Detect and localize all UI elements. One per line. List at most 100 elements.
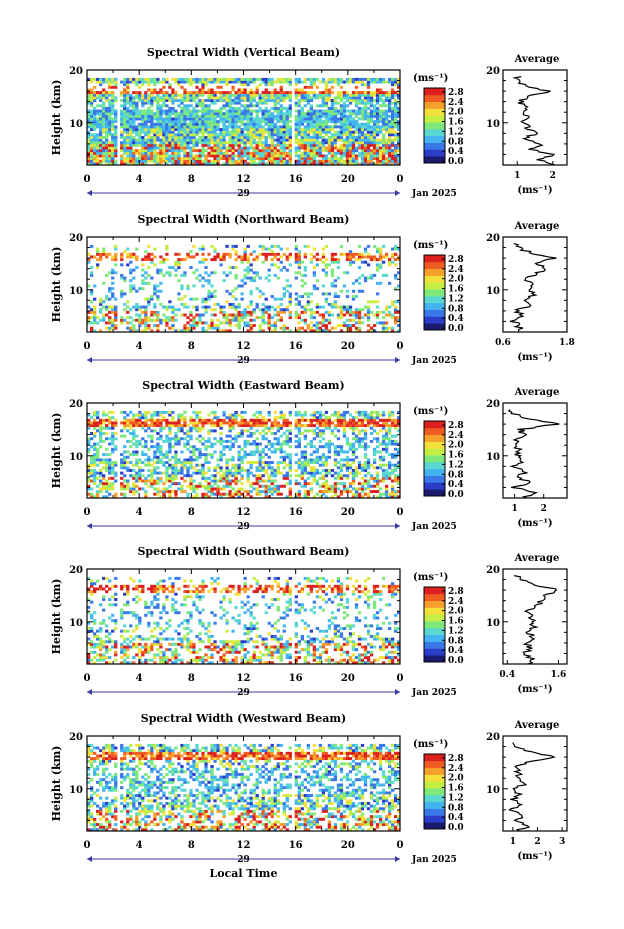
heatmap-cell <box>285 122 289 126</box>
heatmap-cell <box>339 91 344 95</box>
heatmap-cell <box>330 255 335 259</box>
heatmap-cell <box>186 442 190 446</box>
heatmap-cell <box>162 490 166 494</box>
heatmap-cell <box>198 141 202 145</box>
heatmap-cell <box>165 157 169 161</box>
heatmap-cell <box>222 453 226 457</box>
heatmap-cell <box>111 324 115 328</box>
heatmap-cell <box>135 141 139 145</box>
heatmap-cell <box>366 255 371 259</box>
heatmap-cell <box>195 424 199 428</box>
heatmap-cell <box>174 468 178 472</box>
heatmap-cell <box>99 461 103 464</box>
heatmap-cell <box>219 93 223 97</box>
heatmap-cell <box>204 83 208 87</box>
heatmap-cell <box>90 133 94 137</box>
heatmap-cell <box>165 77 169 81</box>
heatmap-cell <box>195 463 199 467</box>
heatmap-cell <box>108 122 112 126</box>
heatmap-cell <box>234 421 238 425</box>
heatmap-cell <box>192 321 196 325</box>
heatmap-cell <box>114 447 118 451</box>
heatmap-cell <box>93 93 97 97</box>
heatmap-cell <box>225 96 229 100</box>
heatmap-cell <box>93 421 97 425</box>
heatmap-cell <box>297 141 301 145</box>
heatmap-cell <box>87 151 91 155</box>
heatmap-cell <box>300 93 304 97</box>
heatmap-cell <box>165 138 169 142</box>
heatmap-cell <box>267 96 271 100</box>
heatmap-cell <box>147 157 151 161</box>
heatmap-cell <box>279 112 283 116</box>
heatmap-cell <box>306 244 311 248</box>
heatmap-cell <box>165 424 169 428</box>
heatmap-cell <box>132 151 136 155</box>
heatmap-cell <box>114 96 118 100</box>
heatmap-cell <box>102 421 106 425</box>
heatmap-cell <box>99 308 103 312</box>
heatmap-cell <box>180 162 184 166</box>
heatmap-cell <box>351 138 356 142</box>
heatmap-cell <box>171 128 175 131</box>
heatmap-cell <box>201 474 205 478</box>
heatmap-cell <box>375 305 380 309</box>
heatmap-cell <box>108 453 112 457</box>
heatmap-cell <box>282 99 286 102</box>
heatmap-cell <box>126 157 130 161</box>
heatmap-cell <box>360 138 365 142</box>
heatmap-cell <box>108 143 112 147</box>
heatmap-cell <box>96 471 100 475</box>
heatmap-cell <box>351 151 356 155</box>
heatmap-cell <box>123 479 127 483</box>
heatmap-cell <box>132 135 136 139</box>
heatmap-cell <box>264 106 268 110</box>
heatmap-cell <box>300 146 304 150</box>
heatmap-cell <box>162 410 166 414</box>
heatmap-cell <box>330 117 335 121</box>
heatmap-cell <box>324 157 329 161</box>
heatmap-cell <box>249 313 253 317</box>
heatmap-cell <box>339 133 344 137</box>
heatmap-cell <box>303 104 307 108</box>
heatmap-cell <box>168 93 172 97</box>
heatmap-cell <box>393 149 398 153</box>
heatmap-cell <box>360 101 365 105</box>
heatmap-cell <box>93 284 97 288</box>
heatmap-cell <box>207 439 211 443</box>
heatmap-cell <box>237 318 241 322</box>
heatmap-cell <box>93 461 97 464</box>
profile-title: Average <box>514 221 560 232</box>
heatmap-cell <box>366 112 371 116</box>
profile-title: Average <box>514 54 560 65</box>
heatmap-cell <box>93 310 97 314</box>
heatmap-cell <box>222 80 226 84</box>
heatmap-cell <box>129 490 133 494</box>
heatmap-cell <box>180 125 184 129</box>
heatmap-cell <box>183 445 187 449</box>
heatmap-cell <box>354 93 359 97</box>
heatmap-cell <box>150 159 154 163</box>
heatmap-cell <box>243 162 247 166</box>
heatmap-cell <box>390 260 395 264</box>
heatmap-cell <box>324 109 329 113</box>
heatmap-cell <box>159 96 163 100</box>
heatmap-cell <box>282 326 286 330</box>
heatmap-cell <box>165 120 169 124</box>
heatmap-cell <box>363 135 368 139</box>
heatmap-cell <box>120 114 124 118</box>
heatmap-cell <box>87 162 91 166</box>
profile-x-tick-label: 1.8 <box>559 338 575 348</box>
heatmap-cell <box>345 91 350 95</box>
heatmap-cell <box>120 476 124 480</box>
heatmap-cell <box>156 442 160 446</box>
heatmap-cell <box>177 117 181 121</box>
heatmap-cell <box>309 91 314 95</box>
heatmap-cell <box>213 479 217 483</box>
heatmap-cell <box>318 151 323 155</box>
heatmap-cell <box>138 125 142 129</box>
heatmap-cell <box>93 154 97 158</box>
heatmap-cell <box>195 308 199 312</box>
heatmap-cell <box>93 114 97 118</box>
heatmap-cell <box>222 114 226 118</box>
